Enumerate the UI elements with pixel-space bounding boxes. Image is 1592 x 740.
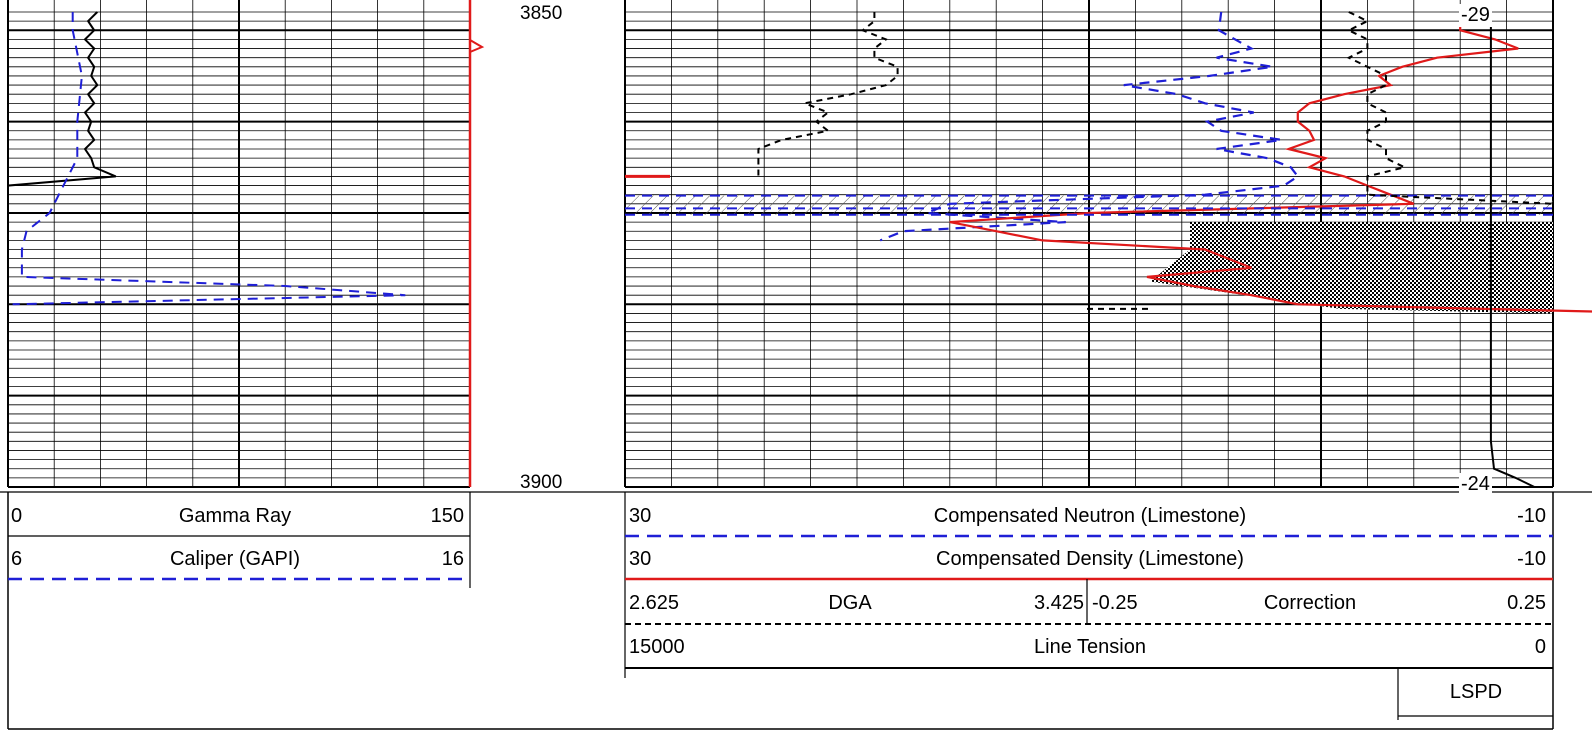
gamma-ray-curve [7, 11, 117, 195]
hatch-band [625, 195, 1553, 215]
density-label: Compensated Density (Limestone) [936, 548, 1244, 570]
dga-curve [757, 12, 899, 177]
lspd-label: LSPD [1449, 681, 1503, 703]
log-curves [7, 10, 1592, 488]
depth-label-3900: 3900 [520, 472, 563, 493]
correction-max: 0.25 [1507, 592, 1546, 614]
caliper-curve [12, 12, 406, 306]
correction-min: -0.25 [1092, 592, 1138, 614]
depth-marker-tick [469, 39, 485, 53]
density-min: 30 [629, 548, 652, 570]
line-tension-min: 15000 [629, 636, 685, 658]
dga-label: DGA [828, 592, 872, 614]
caliper-min: 6 [11, 548, 23, 570]
tension-label-top: -29 [1459, 4, 1492, 27]
gamma-ray-track-grid [7, 0, 485, 488]
gamma-ray-label: Gamma Ray [178, 505, 292, 527]
neutron-label: Compensated Neutron (Limestone) [933, 505, 1247, 527]
density-max: -10 [1517, 548, 1546, 570]
gamma-ray-max: 150 [430, 505, 464, 527]
gamma-ray-min: 0 [11, 505, 23, 527]
depth-label-3850: 3850 [520, 3, 563, 24]
correction-label: Correction [1263, 592, 1357, 614]
header-borders [0, 491, 1592, 730]
neutron-curve [879, 11, 1300, 242]
crossover-fills [625, 195, 1553, 314]
line-tension-label: Line Tension [1034, 636, 1146, 658]
density-curve [949, 10, 1592, 313]
caliper-max: 16 [441, 548, 464, 570]
caliper-label: Caliper (GAPI) [169, 548, 301, 570]
line-tension-max: 0 [1534, 636, 1546, 658]
dga-max: 3.425 [1033, 592, 1084, 614]
checker-fill [1150, 222, 1553, 314]
correction-curve [1346, 11, 1554, 213]
tension-label-bottom: -24 [1459, 473, 1492, 496]
neutron-min: 30 [629, 505, 652, 527]
neutron-max: -10 [1517, 505, 1546, 527]
line-tension-curve [1489, 12, 1535, 488]
dga-min: 2.625 [629, 592, 680, 614]
